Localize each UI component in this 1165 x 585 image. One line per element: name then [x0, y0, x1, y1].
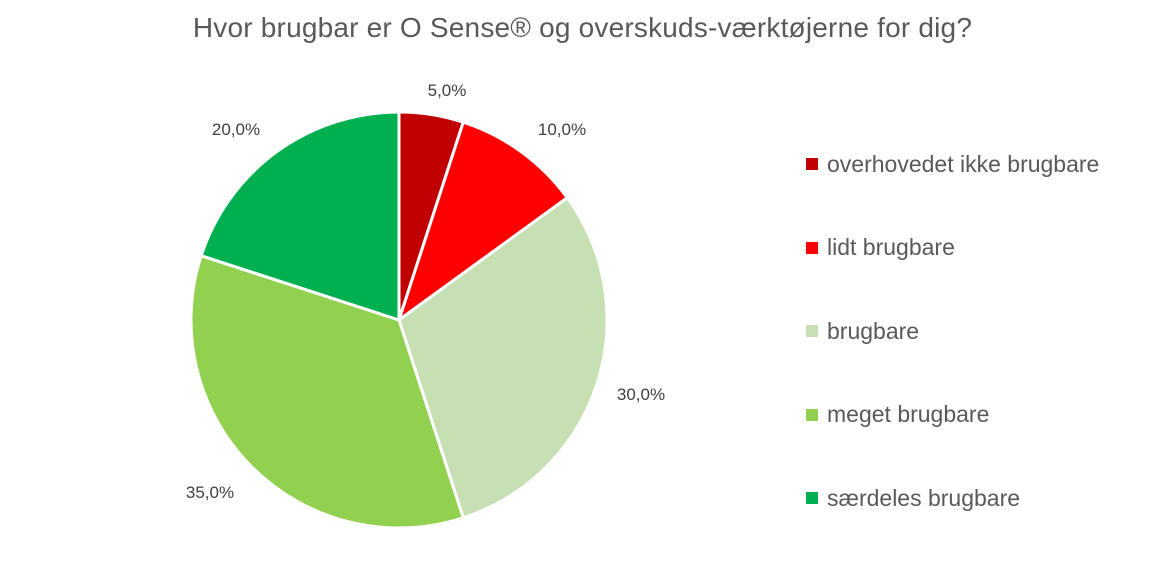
- legend-label: særdeles brugbare: [827, 484, 1021, 511]
- data-label: 30,0%: [617, 385, 665, 404]
- data-label: 35,0%: [186, 483, 234, 502]
- legend-item: meget brugbare: [806, 395, 989, 435]
- legend-swatch: [806, 325, 818, 337]
- legend-item: lidt brugbare: [806, 228, 955, 268]
- legend-label: lidt brugbare: [827, 234, 955, 260]
- chart-title: Hvor brugbar er O Sense® og overskuds-væ…: [192, 12, 973, 43]
- data-label: 10,0%: [538, 120, 586, 139]
- legend-item: overhovedet ikke brugbare: [806, 144, 1099, 184]
- legend-label: brugbare: [827, 317, 920, 344]
- pie-slice-brugbare: [397, 196, 609, 520]
- legend-swatch: [806, 241, 818, 254]
- pie-slice-lidt-brugbare: [397, 120, 569, 322]
- legend-item: særdeles brugbare: [806, 478, 1020, 518]
- data-label: 20,0%: [212, 120, 260, 139]
- pie-slice-meget-brugbare: [189, 254, 465, 530]
- pie-slices: [189, 110, 609, 530]
- legend-swatch: [806, 158, 818, 170]
- legend-label: overhovedet ikke brugbare: [827, 150, 1100, 177]
- legend-item: brugbare: [806, 311, 919, 351]
- pie-slice-s-rdeles-brugbare: [199, 110, 401, 322]
- data-label: 5,0%: [428, 81, 467, 100]
- legend-label: meget brugbare: [827, 401, 990, 427]
- pie-data-labels: 5,0% 10,0% 30,0% 35,0% 20,0%: [186, 81, 665, 502]
- legend-swatch: [806, 492, 818, 504]
- legend-swatch: [806, 408, 818, 421]
